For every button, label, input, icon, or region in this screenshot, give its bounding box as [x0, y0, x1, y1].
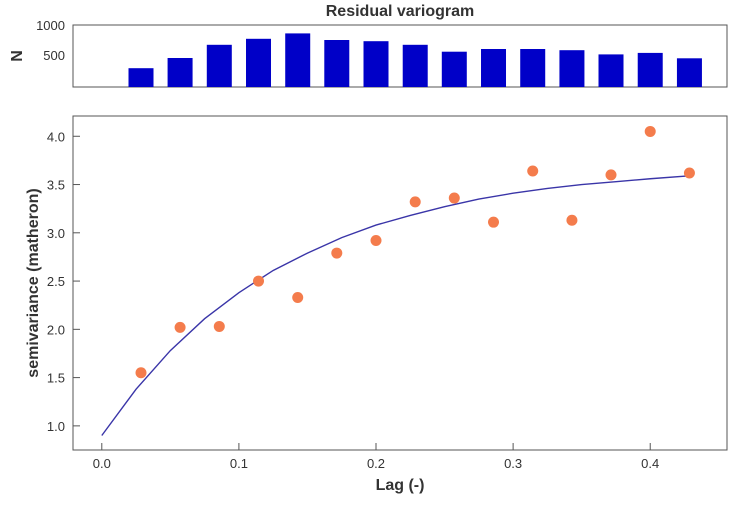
y-tick-label: 3.5: [47, 178, 65, 193]
data-point: [292, 291, 304, 303]
histogram-bar: [520, 49, 546, 87]
x-tick-label: 0.0: [93, 456, 111, 471]
histogram-bar: [246, 38, 272, 87]
y-tick-label: 1.5: [47, 371, 65, 386]
histogram-bar: [128, 68, 154, 87]
data-point: [135, 367, 147, 379]
histogram-bar: [363, 41, 389, 87]
variogram-panel: 0.0 0.1 0.2 0.3 0.4 1.0 1.5 2.0 2.5 3.0 3.5 4.0: [47, 115, 728, 471]
y-tick-label: 3.0: [47, 226, 65, 241]
x-tick-label: 0.3: [504, 456, 522, 471]
histogram-panel: 500 1000: [36, 18, 728, 88]
histogram-bar: [402, 44, 428, 87]
y-tick-label: 2.0: [47, 322, 65, 337]
histogram-bar: [167, 58, 193, 87]
y-tick-label: 1000: [36, 18, 65, 33]
histogram-bar: [324, 40, 350, 87]
data-point: [448, 192, 460, 204]
histogram-bar: [441, 51, 467, 87]
x-axis-label: Lag (-): [376, 477, 425, 494]
y-tick-label: 4.0: [47, 129, 65, 144]
data-point: [331, 247, 343, 259]
x-tick-label: 0.1: [230, 456, 248, 471]
model-curve: [101, 175, 690, 436]
histogram-frame: [72, 24, 728, 88]
y-tick-label: 500: [43, 48, 65, 63]
histogram-bar: [206, 44, 232, 87]
data-point: [605, 169, 617, 181]
data-point: [683, 167, 695, 179]
top-y-axis-label: N: [9, 50, 26, 62]
y-tick-label: 2.5: [47, 274, 65, 289]
data-point: [488, 216, 500, 228]
x-tick-label: 0.2: [367, 456, 385, 471]
plot-frame: [72, 115, 728, 451]
histogram-bar: [481, 49, 507, 87]
top-chart-title: Residual variogram: [326, 3, 475, 20]
histogram-bar: [637, 52, 663, 87]
histogram-bar: [598, 54, 624, 87]
data-point: [213, 320, 225, 332]
histogram-bar: [559, 50, 585, 87]
data-point: [409, 196, 421, 208]
y-axis-label: semivariance (matheron): [25, 188, 42, 377]
x-tick-label: 0.4: [641, 456, 659, 471]
y-tick-label: 1.0: [47, 419, 65, 434]
data-point: [644, 125, 656, 137]
data-point: [253, 275, 265, 287]
histogram-bar: [285, 33, 311, 87]
data-point: [370, 235, 382, 247]
data-point: [527, 165, 539, 177]
histogram-bar: [676, 58, 702, 87]
data-point: [566, 214, 578, 226]
data-point: [174, 321, 186, 333]
